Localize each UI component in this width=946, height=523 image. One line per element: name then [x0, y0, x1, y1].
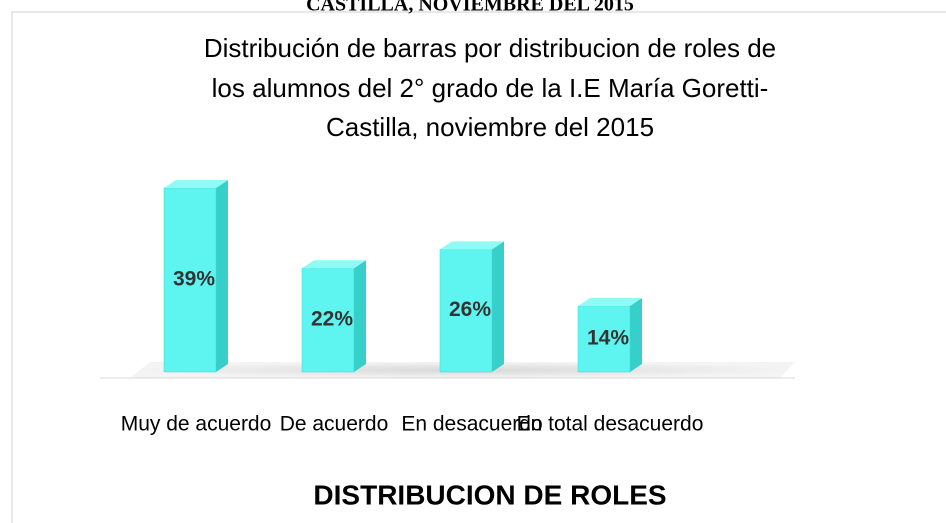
bar-side: [492, 241, 504, 372]
data-label: 39%: [173, 268, 215, 291]
x-tick-label: De acuerdo: [280, 413, 389, 436]
bar: [577, 305, 631, 373]
x-tick-label: Muy de acuerdo: [121, 413, 272, 436]
x-tick-label: En desacuerdo: [401, 413, 542, 436]
bar-top: [440, 241, 504, 250]
bar: [301, 267, 355, 373]
chart-title: Distribución de barras por distribucion …: [204, 33, 776, 63]
data-label: 14%: [587, 327, 629, 350]
chart-title: Castilla, noviembre del 2015: [326, 112, 654, 142]
data-label: 26%: [449, 298, 491, 321]
bar-side: [630, 297, 642, 372]
x-axis-title: DISTRIBUCION DE ROLES: [313, 479, 666, 510]
heading: CASTILLA, NOVIEMBRE DEL 2015: [306, 0, 634, 16]
bar-side: [354, 260, 366, 372]
data-label: 22%: [311, 308, 353, 331]
bar-side: [216, 180, 228, 372]
x-tick-label: En total desacuerdo: [517, 413, 704, 436]
bar-top: [164, 180, 228, 188]
bar-top: [578, 297, 642, 306]
bar-top: [302, 260, 366, 269]
bar: [439, 249, 493, 373]
chart-title: los alumnos del 2° grado de la I.E María…: [212, 73, 769, 103]
